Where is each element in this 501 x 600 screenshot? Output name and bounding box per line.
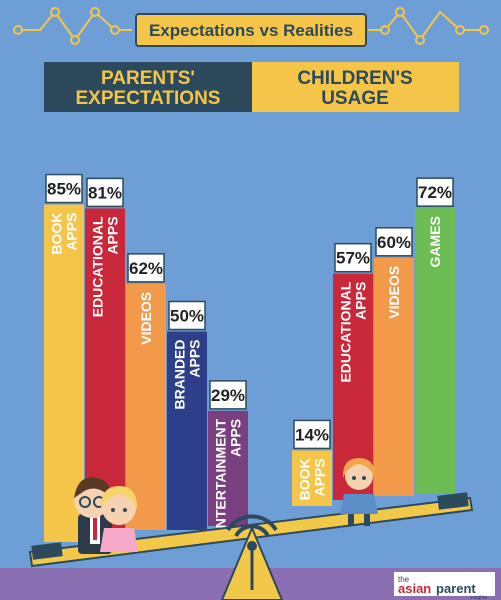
value-label: 60% <box>377 233 411 252</box>
value-label-box <box>334 242 372 273</box>
value-label: 85% <box>47 180 81 199</box>
value-label-box <box>209 380 247 410</box>
parent-woman-icon <box>100 486 138 552</box>
bar-parents-book-apps <box>44 204 84 543</box>
category-label: BRANDEDAPPS <box>172 340 203 410</box>
bar-parents-branded-apps <box>167 331 207 530</box>
category-label: BOOKAPPS <box>297 458 328 500</box>
bar-parents-entertainment-apps <box>208 410 248 526</box>
bar-parents-educational-apps <box>85 208 125 530</box>
child-girl-icon <box>340 458 378 526</box>
category-label: VIDEOS <box>386 266 402 319</box>
title-box <box>135 13 367 47</box>
legend-children-line1: CHILDREN'S <box>297 68 412 89</box>
value-label: 14% <box>295 425 329 444</box>
wifi-fulcrum-icon <box>220 514 284 600</box>
value-label-box <box>45 173 83 204</box>
brand-logo: the asian parent insights <box>394 572 495 600</box>
bar-children-book-apps <box>292 450 332 506</box>
logo-the: the <box>398 575 410 584</box>
category-label: ENTERTAINMENTAPPS <box>213 418 244 537</box>
logo-parent: parent <box>436 581 476 596</box>
bar-children-games <box>415 208 455 494</box>
legend-children-line2: USAGE <box>321 88 389 109</box>
value-label-box <box>293 419 331 450</box>
value-label: 50% <box>170 307 204 326</box>
value-label-box <box>375 227 413 257</box>
value-label-box <box>168 300 206 331</box>
circuit-nodes <box>13 7 489 45</box>
value-label: 81% <box>88 183 122 202</box>
category-label: BOOKAPPS <box>49 213 80 255</box>
page-title: Expectations vs Realities <box>149 21 353 40</box>
category-label: GAMES <box>427 216 443 267</box>
parents-bar-group: 85% BOOKAPPS 81% EDUCATIONALAPPS 62% VIDEOS 50… <box>44 173 248 543</box>
bar-parents-videos <box>126 283 166 530</box>
children-bar-group: 14% BOOKAPPS 57% EDUCATIONALAPPS 60% VIDEOS 72… <box>292 177 455 506</box>
logo-insights: insights <box>470 595 487 600</box>
legend-children-box <box>252 62 459 112</box>
value-label-box <box>416 177 454 207</box>
category-label: EDUCATIONALAPPS <box>338 281 369 382</box>
bar-children-videos <box>374 257 414 496</box>
legend-parents-box <box>44 62 252 112</box>
value-label: 72% <box>418 183 452 202</box>
legend-parents-line1: PARENTS' <box>101 68 195 89</box>
legend-parents-line2: EXPECTATIONS <box>76 88 221 109</box>
category-label: VIDEOS <box>138 292 154 345</box>
usb-plug-right-icon <box>437 492 469 510</box>
value-label-box <box>86 177 124 208</box>
value-label-box <box>127 253 165 283</box>
logo-asian: asian <box>398 581 431 596</box>
category-label: EDUCATIONALAPPS <box>90 216 121 317</box>
value-label: 29% <box>211 386 245 405</box>
value-label: 57% <box>336 249 370 268</box>
usb-plug-left-icon <box>31 542 63 560</box>
value-label: 62% <box>129 259 163 278</box>
